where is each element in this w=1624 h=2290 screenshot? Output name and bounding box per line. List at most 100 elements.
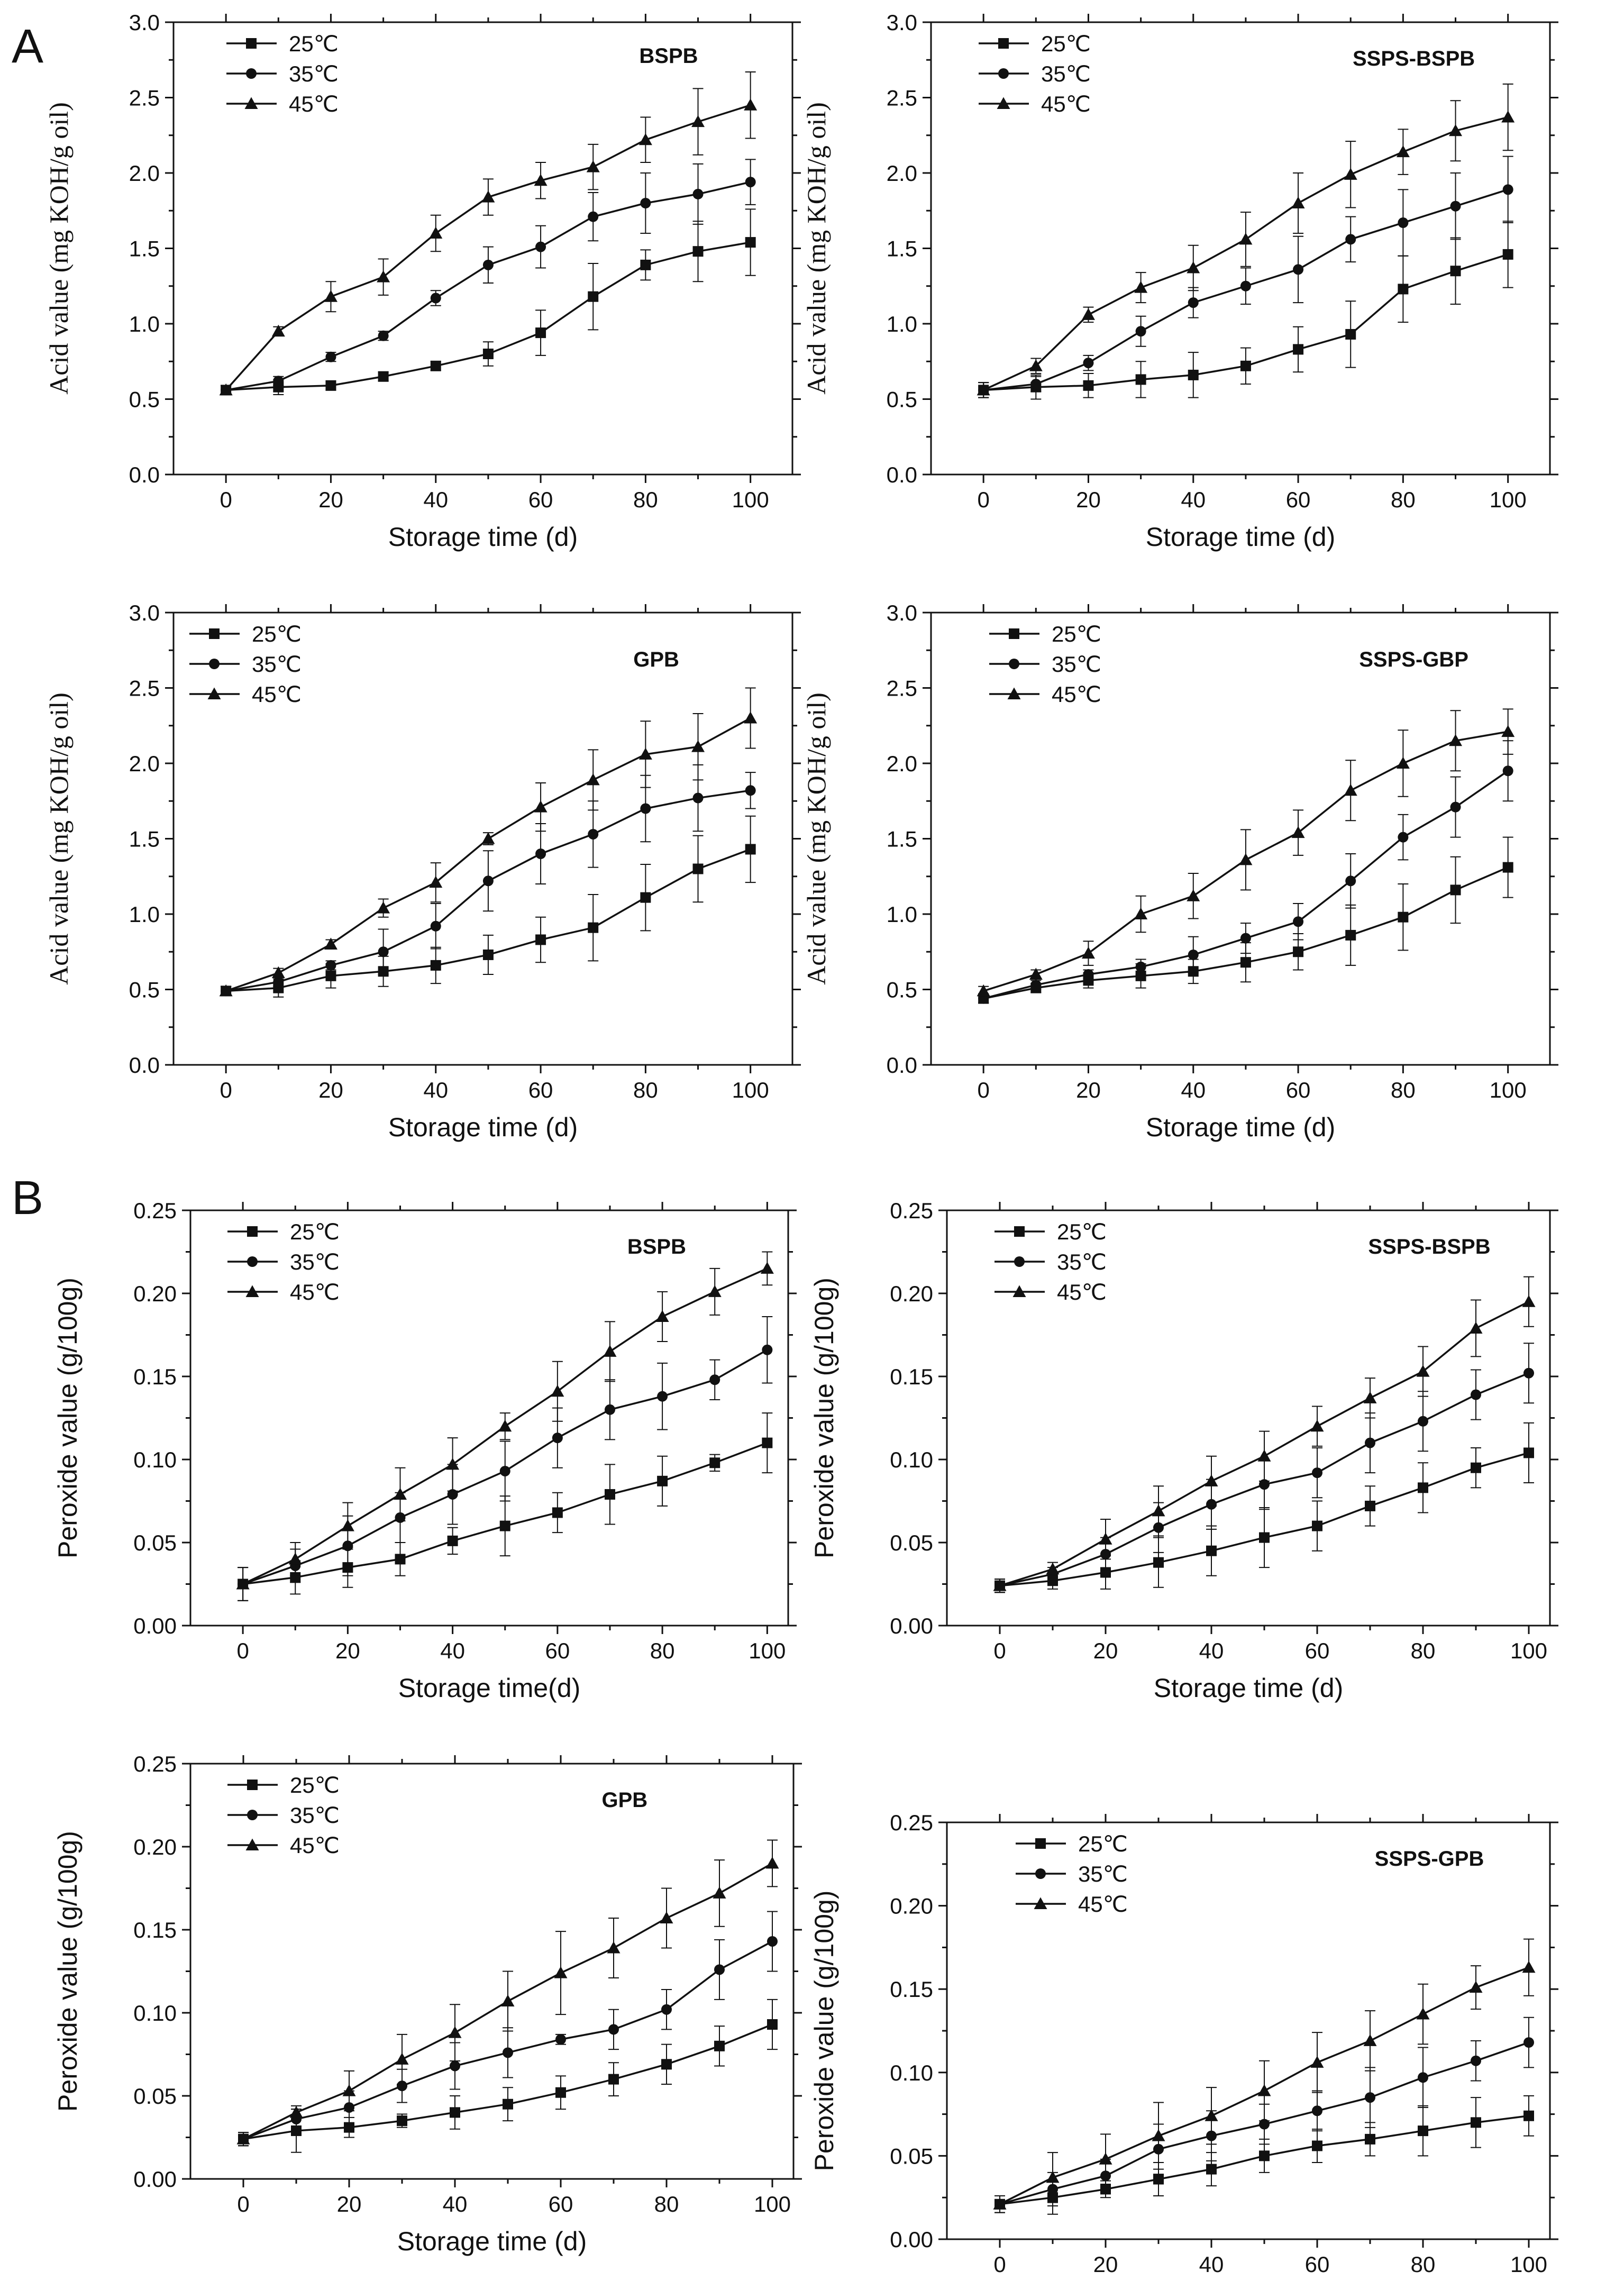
y-tick-label: 0.5 [887,387,917,412]
y-tick-label: 3.0 [129,600,160,625]
data-point [219,383,233,396]
y-axis-title: Acid value (mg KOH/g oil) [801,102,831,395]
data-point [1188,297,1199,308]
data-point [498,1419,512,1432]
data-point [1344,783,1357,796]
data-point [1418,2125,1428,2137]
series-2 [238,1316,773,1601]
data-point [640,892,651,903]
data-point [1100,1567,1111,1578]
y-tick-label: 1.0 [129,312,160,336]
data-point [482,349,494,359]
x-tick-label: 40 [1181,1078,1206,1102]
y-tick-label: 0.25 [890,1810,933,1835]
legend-marker [244,97,258,109]
data-point [446,1457,460,1470]
y-tick-label: 2.5 [887,86,917,111]
data-point [1418,2072,1428,2083]
data-point [708,1285,722,1297]
plot-frame [189,1763,795,2180]
data-point [691,740,705,752]
y-axis-title: Peroxide value (g/100g) [809,1891,839,2172]
legend-marker [1012,1285,1026,1297]
y-tick-label: 0.05 [133,2084,177,2109]
y-tick-label: 0.25 [133,1198,177,1223]
y-tick-label: 0.0 [887,1053,917,1078]
chart-7: 0 20 40 60 80 100 0.00 0.05 0.10 0.15 0.20 0.25 Stor… [53,1751,802,2256]
legend-label: 25℃ [290,1219,340,1244]
data-point [481,190,495,203]
x-axis-title: Storage time (d) [1146,522,1335,552]
data-point [481,832,495,844]
y-tick-label: 0.00 [890,2227,933,2252]
legend-marker [1035,1838,1046,1849]
data-point [324,290,337,302]
data-point [219,984,233,997]
data-point [1153,2174,1164,2185]
y-tick-label: 0.15 [890,1977,933,2002]
data-point [608,2074,619,2085]
x-tick-label: 100 [1490,1078,1527,1102]
x-tick-label: 100 [749,1638,786,1663]
chart-title: SSPS-BSPB [1353,47,1475,70]
data-point [447,1535,458,1546]
legend-label: 45℃ [1057,1280,1107,1304]
x-tick-label: 80 [1411,2252,1436,2277]
data-point [503,2047,513,2058]
y-tick-label: 0.0 [129,462,160,487]
data-point [1522,1295,1536,1307]
y-tick-label: 0.10 [133,1447,177,1472]
data-point [1312,2140,1322,2151]
data-point [1502,184,1513,195]
data-point [640,803,651,814]
data-point [325,351,336,362]
legend-marker [1014,1226,1025,1237]
data-point [760,1262,774,1274]
data-point [271,966,285,979]
series-3 [977,708,1515,997]
data-point [1363,2034,1377,2046]
legend-label: 45℃ [252,682,302,707]
y-tick-label: 1.0 [887,312,917,336]
y-tick-label: 2.0 [129,751,160,776]
legend-marker [247,1226,258,1237]
charts-container: 0 20 40 60 80 100 0.0 0.5 1.0 1.5 2.0 2.5 3.0 Storage… [44,10,1558,2290]
legend: 25℃ 35℃ 45℃ [227,1219,340,1304]
data-point [1239,232,1253,245]
x-tick-label: 100 [732,1078,769,1102]
data-point [236,1577,250,1590]
data-point [640,198,651,208]
x-tick-label: 40 [1181,487,1206,512]
data-point [1240,957,1251,968]
x-axis-title: Storage time (d) [388,1112,578,1142]
legend-marker [1009,659,1019,669]
data-point [1153,1557,1164,1568]
series-3 [236,1251,774,1601]
data-point [1312,2105,1322,2116]
data-point [745,785,756,796]
data-point [1206,1545,1217,1556]
data-point [1134,281,1148,293]
data-point [1099,2152,1112,2165]
data-point [397,2115,407,2127]
y-tick-label: 0.5 [887,978,917,1002]
y-axis-title: Acid value (mg KOH/g oil) [801,692,831,985]
y-tick-label: 1.0 [887,902,917,927]
series-2 [221,159,756,396]
data-point [393,1488,407,1500]
data-point [1501,111,1515,123]
plot-frame [930,612,1551,1066]
data-point [325,380,336,391]
data-point [1135,326,1146,337]
series-1 [221,208,756,396]
data-point [1365,2092,1375,2103]
data-point [1344,168,1357,180]
legend-label: 35℃ [252,652,302,677]
legend-label: 35℃ [290,1249,340,1274]
data-point [482,259,494,270]
data-point [692,792,704,804]
data-point [977,984,990,997]
data-point [1469,1321,1483,1334]
x-tick-label: 0 [977,487,989,512]
